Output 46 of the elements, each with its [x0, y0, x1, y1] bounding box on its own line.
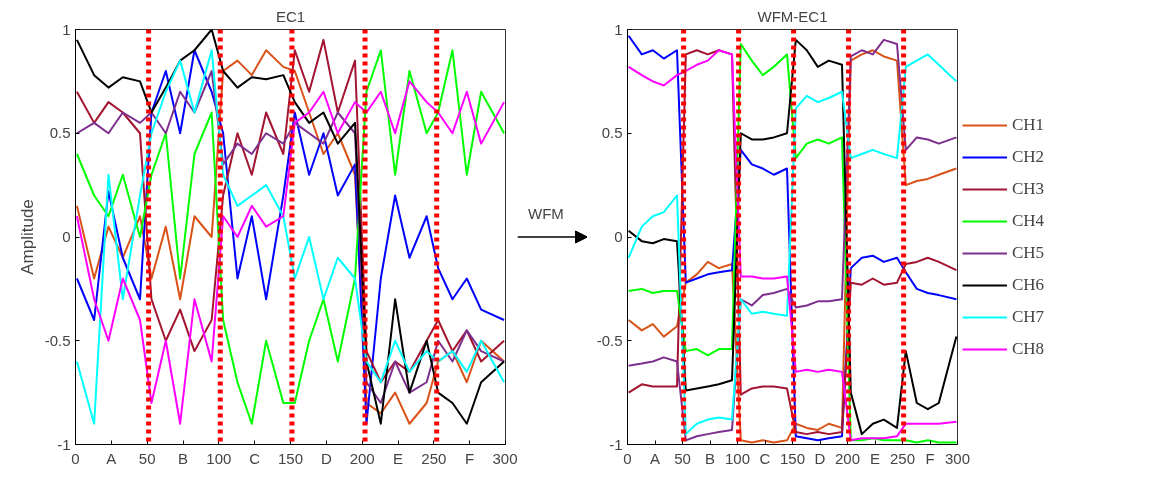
x-tick-label: 50 [138, 449, 156, 467]
y-tick-label: -1 [57, 435, 71, 453]
y-tick-label: 1 [614, 20, 623, 38]
legend-label: CH2 [1012, 146, 1045, 167]
legend-label: CH4 [1012, 210, 1045, 231]
x-tick-label: A [650, 449, 661, 467]
legend-label: CH5 [1012, 242, 1045, 263]
legend-label: CH3 [1012, 178, 1045, 199]
x-tick-label: D [320, 449, 332, 467]
legend-label: CH1 [1012, 114, 1045, 135]
x-tick-label: A [106, 449, 117, 467]
y-tick-label: 1 [62, 20, 71, 38]
x-tick-label: 100 [206, 449, 232, 467]
legend-label: CH6 [1012, 274, 1045, 295]
x-tick-label: D [814, 449, 826, 467]
legend-label: CH8 [1012, 338, 1045, 359]
x-tick-label: 300 [492, 449, 518, 467]
y-tick-label: 0 [614, 228, 623, 245]
y-tick-label: -0.5 [596, 331, 623, 349]
y-tick-label: -0.5 [44, 331, 71, 349]
x-tick-label: E [870, 449, 881, 467]
y-axis-title: Amplitude [17, 199, 37, 275]
x-tick-label: F [925, 449, 935, 467]
legend-label: CH7 [1012, 306, 1045, 327]
x-tick-label: 150 [779, 449, 806, 467]
x-tick-label: F [465, 449, 475, 467]
x-tick-label: 200 [834, 449, 861, 467]
x-tick-label: 100 [724, 449, 751, 467]
x-tick-label: C [249, 449, 261, 467]
y-tick-label: -1 [609, 435, 623, 453]
x-tick-label: 200 [349, 449, 375, 467]
x-tick-label: B [705, 449, 716, 467]
x-tick-label: E [393, 449, 404, 467]
x-tick-label: 300 [944, 449, 971, 467]
y-tick-label: 0 [62, 228, 71, 245]
x-tick-label: 150 [277, 449, 304, 467]
y-tick-label: 0.5 [49, 124, 71, 142]
x-tick-label: 250 [421, 449, 447, 467]
x-tick-label: 50 [674, 449, 691, 467]
y-tick-label: 0.5 [601, 124, 623, 142]
x-tick-label: 250 [889, 449, 916, 467]
chart-title: WFM-EC1 [757, 7, 828, 25]
text: WFM [528, 205, 564, 223]
x-tick-label: C [759, 449, 771, 467]
chart-title: EC1 [275, 7, 306, 25]
x-tick-label: B [178, 449, 189, 467]
